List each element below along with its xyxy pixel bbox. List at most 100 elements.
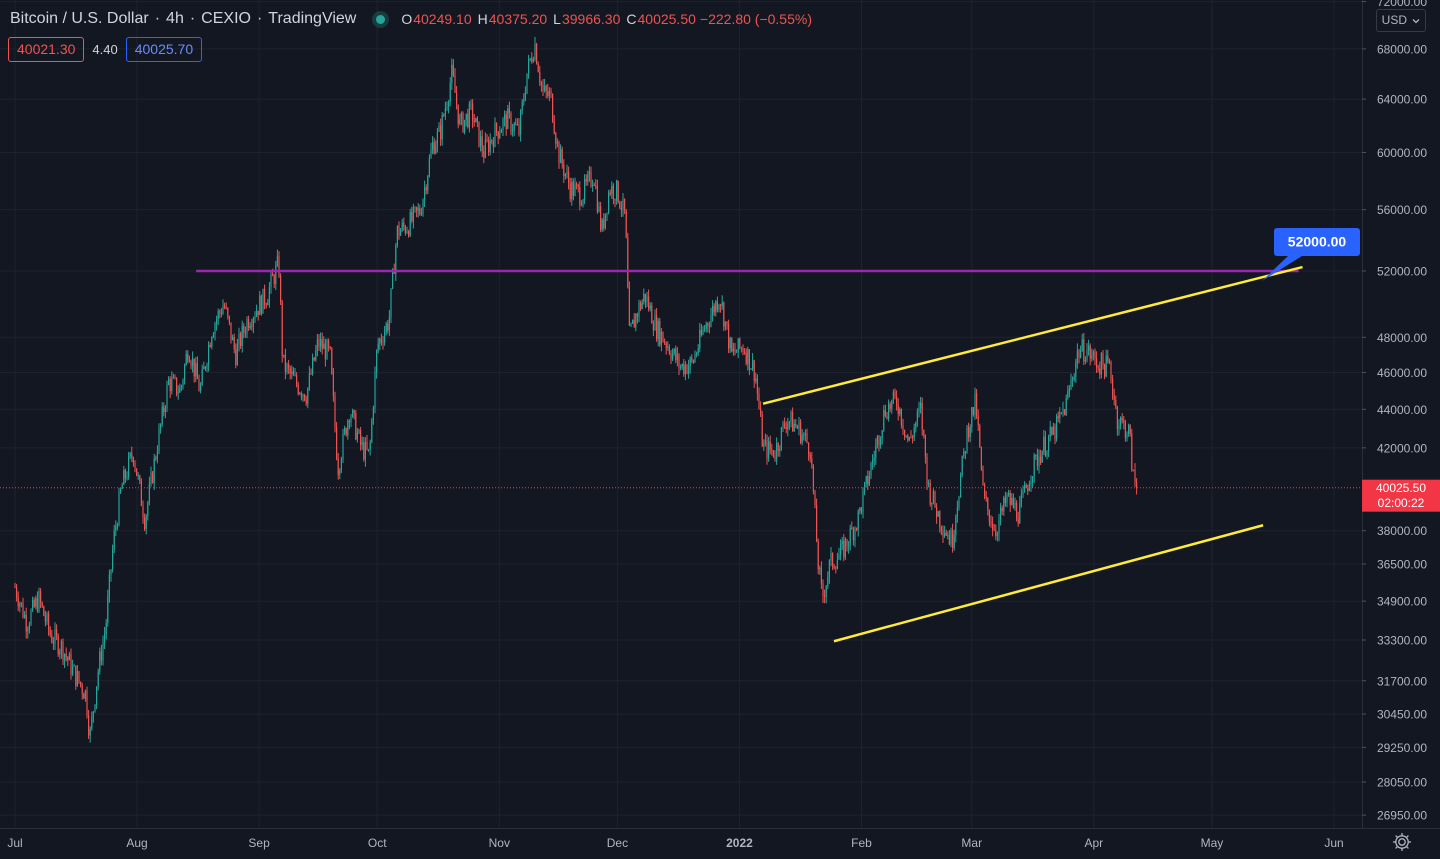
candle-body bbox=[971, 407, 973, 428]
candle-body bbox=[867, 476, 869, 485]
candle-body bbox=[182, 380, 184, 386]
candle-body bbox=[467, 113, 469, 128]
currency-button[interactable]: USD bbox=[1376, 9, 1426, 32]
candle-body bbox=[640, 303, 642, 309]
candle-body bbox=[985, 496, 987, 499]
candle-body bbox=[406, 231, 408, 233]
candle-body bbox=[993, 529, 995, 531]
candle-body bbox=[851, 527, 853, 530]
market-status-icon[interactable] bbox=[376, 14, 386, 24]
candle-body bbox=[536, 44, 538, 64]
candle-body bbox=[838, 554, 840, 560]
candle-body bbox=[576, 184, 578, 186]
candle-body bbox=[116, 525, 118, 527]
candle-body bbox=[721, 302, 723, 306]
candle-body bbox=[614, 198, 616, 201]
candle-body bbox=[1118, 425, 1120, 430]
candle-body bbox=[588, 171, 590, 175]
candle-body bbox=[328, 340, 330, 347]
candle-body bbox=[776, 443, 778, 460]
candle-body bbox=[1126, 434, 1128, 438]
candle-body bbox=[859, 507, 861, 511]
candle-body bbox=[731, 337, 733, 352]
candle-body bbox=[54, 629, 56, 644]
sell-price-button[interactable]: 40021.30 bbox=[8, 37, 85, 62]
candle-body bbox=[516, 123, 518, 125]
candle-body bbox=[657, 320, 659, 340]
resistance-callout-pointer bbox=[1262, 256, 1302, 281]
candle-body bbox=[1121, 417, 1123, 420]
candle-body bbox=[948, 535, 950, 545]
candle-body bbox=[348, 420, 350, 423]
candle-body bbox=[104, 634, 106, 643]
candle-body bbox=[233, 336, 235, 350]
candle-body bbox=[984, 484, 986, 497]
settings-button[interactable] bbox=[1390, 830, 1414, 854]
candle-body bbox=[496, 123, 498, 132]
candle-body bbox=[961, 455, 963, 476]
interval-label[interactable]: 4h bbox=[166, 10, 184, 27]
candle-body bbox=[635, 314, 637, 328]
candle-body bbox=[606, 212, 608, 214]
candle-body bbox=[1019, 503, 1021, 524]
candle-body bbox=[123, 469, 125, 485]
candle-body bbox=[892, 391, 894, 401]
candle-body bbox=[968, 427, 970, 438]
candle-body bbox=[296, 375, 298, 385]
candle-body bbox=[944, 532, 946, 536]
candle-body bbox=[953, 534, 955, 548]
candle-body bbox=[524, 92, 526, 100]
candle-body bbox=[270, 273, 272, 288]
candle-body bbox=[544, 86, 546, 91]
candle-body bbox=[982, 469, 984, 485]
candle-body bbox=[632, 319, 634, 324]
candle-body bbox=[337, 459, 339, 475]
candle-body bbox=[862, 491, 864, 513]
candle-body bbox=[164, 408, 166, 413]
candle-body bbox=[630, 323, 632, 326]
candle-body bbox=[1027, 487, 1029, 492]
candle-body bbox=[545, 86, 547, 91]
candle-body bbox=[1035, 454, 1037, 456]
candle-body bbox=[1075, 362, 1077, 377]
buy-price-button[interactable]: 40025.70 bbox=[125, 37, 203, 62]
candle-body bbox=[596, 185, 598, 212]
candle-body bbox=[438, 125, 440, 132]
candle-body bbox=[94, 704, 96, 712]
candle-body bbox=[286, 364, 288, 372]
price-tick-label: 46000.00 bbox=[1377, 366, 1427, 380]
price-tick-label: 36500.00 bbox=[1377, 558, 1427, 572]
symbol-name[interactable]: Bitcoin / U.S. Dollar bbox=[10, 10, 149, 27]
price-axis[interactable]: 72000.00 68000.00 64000.00 60000.00 56000.00… bbox=[1362, 0, 1440, 857]
candle-body bbox=[992, 523, 994, 530]
candle-body bbox=[1104, 364, 1106, 377]
candle-body bbox=[910, 437, 912, 438]
candle-body bbox=[688, 366, 690, 374]
candle-body bbox=[638, 303, 640, 317]
candle-body bbox=[908, 437, 910, 441]
candle-body bbox=[787, 423, 789, 430]
candle-body bbox=[225, 307, 227, 309]
candle-body bbox=[502, 119, 504, 130]
candle-body bbox=[312, 357, 314, 374]
candle-body bbox=[35, 598, 37, 607]
candle-body bbox=[702, 329, 704, 335]
candle-body bbox=[611, 185, 613, 195]
candle-body bbox=[774, 456, 776, 460]
candle-body bbox=[390, 288, 392, 317]
time-axis[interactable]: Jul Aug Sep Oct Nov Dec 2022 Feb Mar Apr May Jun bbox=[0, 828, 1440, 851]
candle-body bbox=[232, 336, 234, 341]
candle-body bbox=[601, 219, 603, 230]
candle-body bbox=[417, 208, 419, 211]
candle-body bbox=[814, 491, 816, 506]
gear-icon bbox=[1393, 833, 1411, 851]
candle-body bbox=[744, 351, 746, 354]
candle-body bbox=[284, 354, 286, 372]
candle-body bbox=[468, 103, 470, 128]
price-tick-label: 34900.00 bbox=[1377, 595, 1427, 609]
candle-series bbox=[14, 36, 1138, 743]
candle-body bbox=[156, 452, 158, 459]
candle-body bbox=[846, 539, 848, 547]
candle-body bbox=[568, 171, 570, 184]
